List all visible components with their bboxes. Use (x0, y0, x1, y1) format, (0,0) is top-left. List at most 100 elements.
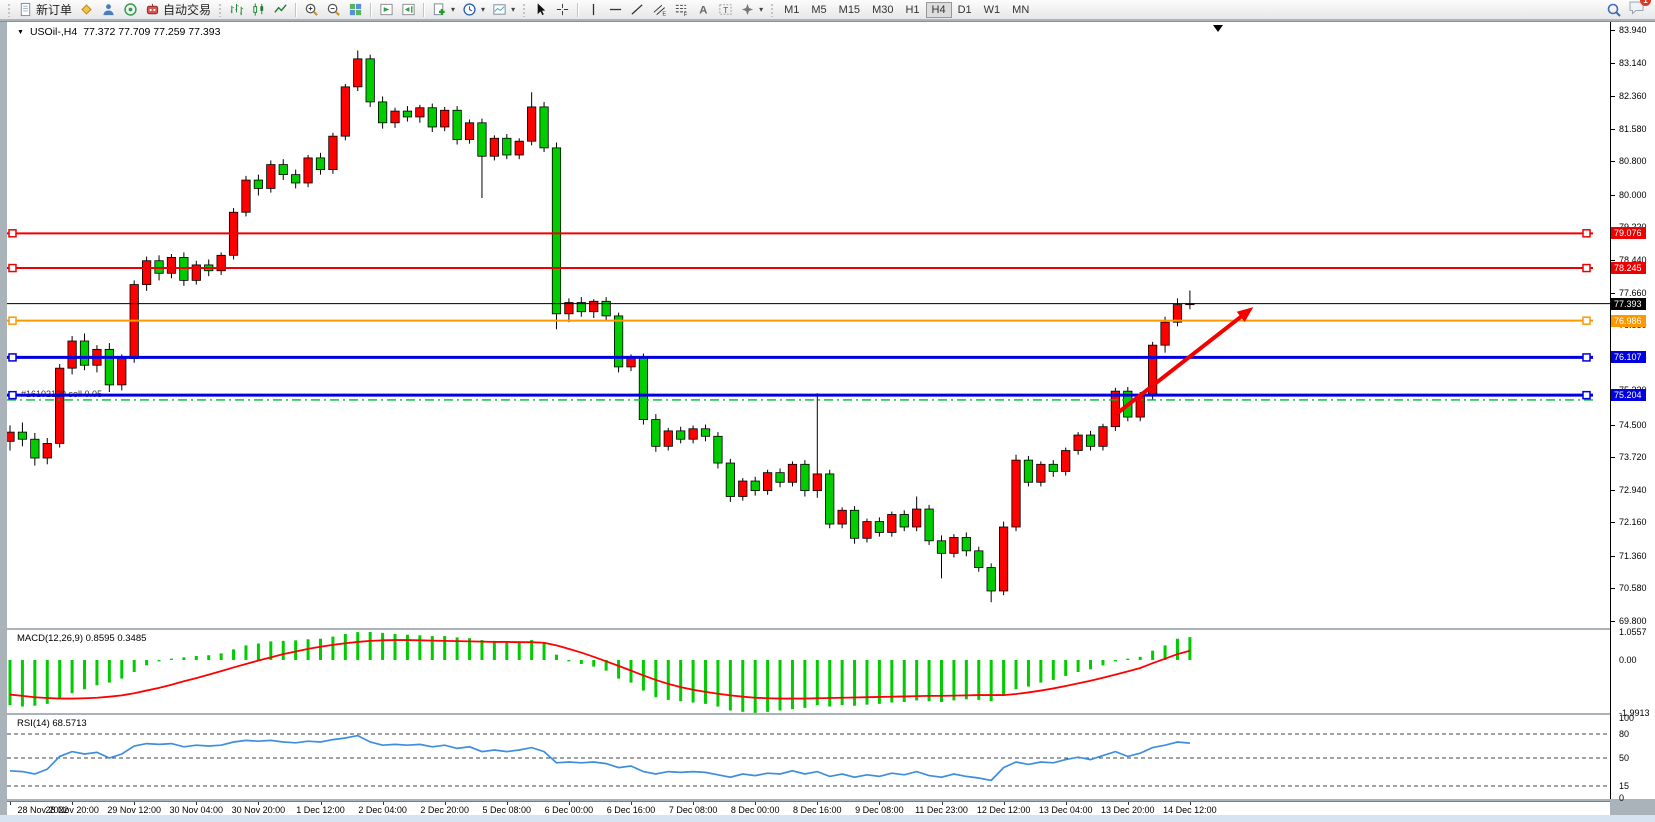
search-icon[interactable] (1606, 2, 1622, 18)
autotrade-button[interactable]: 自动交易 (142, 1, 214, 19)
timeframe-m30[interactable]: M30 (872, 3, 894, 16)
text-button[interactable]: A (693, 1, 714, 19)
macd-signal-line (9, 639, 1191, 700)
price-tick-mark (1611, 621, 1615, 623)
vertical-line-button[interactable] (583, 1, 604, 19)
candle-body (527, 106, 537, 142)
timeframe-h4[interactable]: H4 (925, 1, 952, 18)
candle-body (79, 340, 90, 366)
line-handle[interactable] (8, 390, 17, 400)
chat-button[interactable]: 1 (1628, 0, 1651, 20)
line-handle[interactable] (1582, 390, 1591, 400)
line-handle[interactable] (8, 229, 17, 238)
metaeditor-button[interactable] (76, 1, 97, 19)
chevron-down-icon[interactable]: ▾ (759, 5, 764, 14)
price-axis-tick: 82.360 (1619, 91, 1647, 102)
price-axis-tick: 70.580 (1619, 583, 1647, 594)
chevron-down-icon[interactable]: ▾ (481, 5, 486, 14)
timeframe-m1[interactable]: M1 (784, 3, 800, 16)
candles[interactable] (5, 50, 1195, 603)
candle-body (104, 348, 114, 386)
time-axis[interactable]: 28 Nov 2022 28 Nov 20:00 29 Nov 12:00 30 No… (7, 801, 1610, 816)
zoom-in-icon (305, 3, 318, 16)
candle-body (55, 367, 65, 444)
time-tick-mark (693, 802, 695, 805)
horizontal-line-button[interactable] (605, 1, 626, 19)
toolbar-grip[interactable] (770, 2, 775, 17)
candle-body (489, 137, 499, 157)
line-handle[interactable] (1582, 229, 1591, 238)
candlestick-chart[interactable]: #16102120 sell 0.05 (5, 22, 1610, 628)
fibonacci-button[interactable]: F (671, 1, 692, 19)
line-chart-button[interactable] (270, 1, 291, 19)
cursor-button[interactable] (530, 1, 551, 19)
candle-body (1085, 434, 1096, 447)
one-click-trading-toggle[interactable]: ▼ (17, 28, 24, 36)
price-tick-mark (1611, 292, 1615, 294)
line-handle[interactable] (1582, 263, 1591, 273)
svg-text:T: T (723, 5, 728, 15)
price-axis[interactable]: 83.940 83.140 82.360 81.580 80.800 80.000 79.2… (1610, 22, 1655, 803)
time-tick-mark (72, 802, 74, 805)
crosshair-button[interactable] (552, 1, 573, 19)
chevron-down-icon[interactable]: ▾ (511, 5, 516, 14)
toolbar-separator (577, 2, 580, 17)
line-handle[interactable] (8, 353, 17, 362)
price-axis-tick: 71.360 (1619, 550, 1647, 561)
time-axis-label: 1 Dec 12:00 (296, 805, 345, 815)
indicators-button[interactable]: ▾ (429, 1, 458, 19)
candle-body (30, 438, 40, 459)
candle-body (651, 419, 661, 447)
macd-chart[interactable] (7, 630, 1610, 713)
line-handle[interactable] (8, 263, 17, 273)
periods-button[interactable]: ▾ (459, 1, 488, 19)
zoom-in-button[interactable] (301, 1, 322, 19)
bar-chart-button[interactable] (226, 1, 247, 19)
rsi-indicator-panel[interactable]: RSI(14) 68.5713 (7, 715, 1610, 799)
new-order-button[interactable]: 新订单 (15, 1, 75, 19)
timeframe-h1[interactable]: H1 (905, 3, 920, 16)
price-axis-tick: 81.580 (1619, 123, 1647, 134)
candlestick-chart-button[interactable] (248, 1, 269, 19)
price-axis-tick: 74.500 (1619, 419, 1647, 430)
timeframe-m15[interactable]: M15 (838, 3, 861, 16)
community-button[interactable] (98, 1, 119, 19)
channel-button[interactable]: E (649, 1, 670, 19)
line-handle[interactable] (1582, 316, 1591, 325)
trend-line-button[interactable] (627, 1, 648, 19)
trend-arrow[interactable] (1113, 307, 1254, 417)
toolbar-grip[interactable] (218, 2, 223, 17)
main-chart-panel[interactable]: #16102120 sell 0.05 ▼ USOil-,H4 77.372 7… (5, 22, 1610, 628)
time-axis-label: 8 Dec 00:00 (730, 805, 780, 815)
timeframe-d1[interactable]: D1 (957, 3, 972, 16)
timeframe-m5[interactable]: M5 (811, 3, 827, 16)
tile-windows-button[interactable] (345, 1, 366, 19)
broadcast-button[interactable] (120, 1, 141, 19)
chevron-down-icon[interactable]: ▾ (451, 5, 456, 14)
toolbar-grip[interactable] (7, 2, 11, 17)
rsi-chart[interactable] (7, 715, 1610, 799)
candle-body (216, 254, 226, 272)
macd-histogram (8, 631, 1192, 713)
line-handle[interactable] (8, 316, 17, 325)
templates-button[interactable]: ▾ (489, 1, 518, 19)
candle-body (1061, 450, 1071, 472)
text-label-button[interactable]: T (715, 1, 736, 19)
auto-scroll-button[interactable] (376, 1, 397, 19)
toolbar-grip[interactable] (522, 2, 527, 17)
rsi-scale-label: 50 (1619, 753, 1630, 763)
zoom-out-button[interactable] (323, 1, 344, 19)
chart-shift-marker[interactable] (1213, 25, 1223, 32)
shapes-icon (741, 3, 754, 16)
vertical-line-icon (592, 3, 595, 16)
time-axis-label: 28 Nov 2022 (17, 805, 69, 815)
candle-body (303, 157, 313, 184)
shapes-button[interactable]: ▾ (737, 1, 766, 19)
timeframe-w1[interactable]: W1 (983, 3, 1001, 16)
time-axis-label: 2 Dec 20:00 (420, 805, 469, 815)
macd-indicator-panel[interactable]: MACD(12,26,9) 0.8595 0.3485 (7, 630, 1610, 713)
time-tick-mark (755, 802, 757, 805)
line-handle[interactable] (1582, 353, 1591, 362)
chart-shift-button[interactable] (398, 1, 419, 19)
timeframe-mn[interactable]: MN (1012, 3, 1030, 16)
